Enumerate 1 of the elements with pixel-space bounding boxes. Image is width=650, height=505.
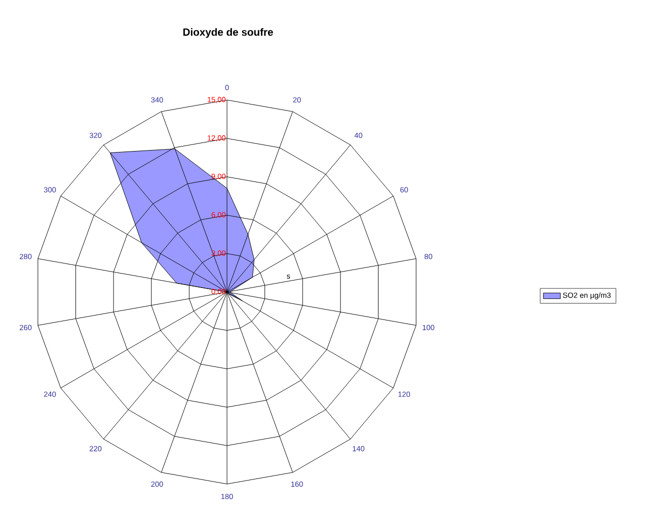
chart-title: Dioxyde de soufre — [183, 28, 273, 38]
